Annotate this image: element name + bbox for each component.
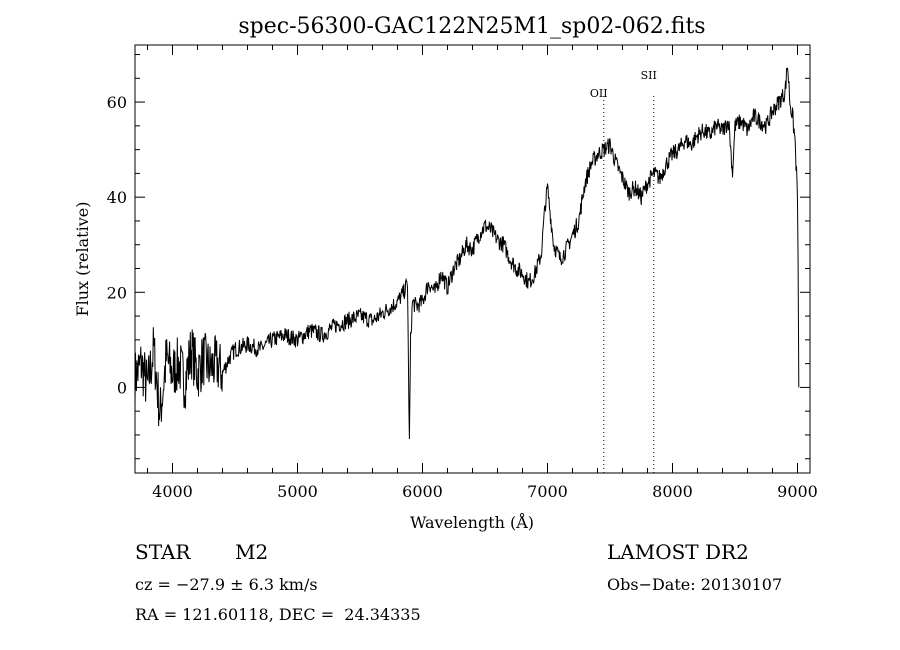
y-tick-label: 40 xyxy=(107,188,127,207)
spectrum-line xyxy=(134,67,800,440)
object-class: STAR xyxy=(135,540,191,564)
x-tick-label: 9000 xyxy=(777,482,818,501)
observation-date: Obs−Date: 20130107 xyxy=(607,575,783,594)
survey-label: LAMOST DR2 xyxy=(607,540,749,564)
x-tick-label: 8000 xyxy=(652,482,693,501)
object-subclass: M2 xyxy=(235,540,269,564)
annotation-label: OII xyxy=(590,87,608,100)
y-tick-label: 20 xyxy=(107,283,127,302)
y-axis-label: Flux (relative) xyxy=(73,202,92,317)
x-axis-label: Wavelength (Å) xyxy=(410,512,534,532)
x-tick-label: 4000 xyxy=(152,482,193,501)
x-tick-label: 6000 xyxy=(402,482,443,501)
line-annotations: OII SII xyxy=(590,69,657,473)
x-tick-label: 5000 xyxy=(277,482,318,501)
redshift-cz: cz = −27.9 ± 6.3 km/s xyxy=(135,575,318,594)
plot-frame xyxy=(134,44,811,474)
axis-ticks xyxy=(135,45,810,473)
tick-labels: 4000 5000 6000 7000 8000 9000 0 20 40 60 xyxy=(107,93,818,501)
y-tick-label: 60 xyxy=(107,93,127,112)
ra-dec-coordinates: RA = 121.60118, DEC = 24.34335 xyxy=(135,605,421,624)
chart-title: spec-56300-GAC122N25M1_sp02-062.fits xyxy=(238,14,705,39)
x-tick-label: 7000 xyxy=(527,482,568,501)
y-tick-label: 0 xyxy=(117,378,127,397)
annotation-label: SII xyxy=(641,69,657,82)
